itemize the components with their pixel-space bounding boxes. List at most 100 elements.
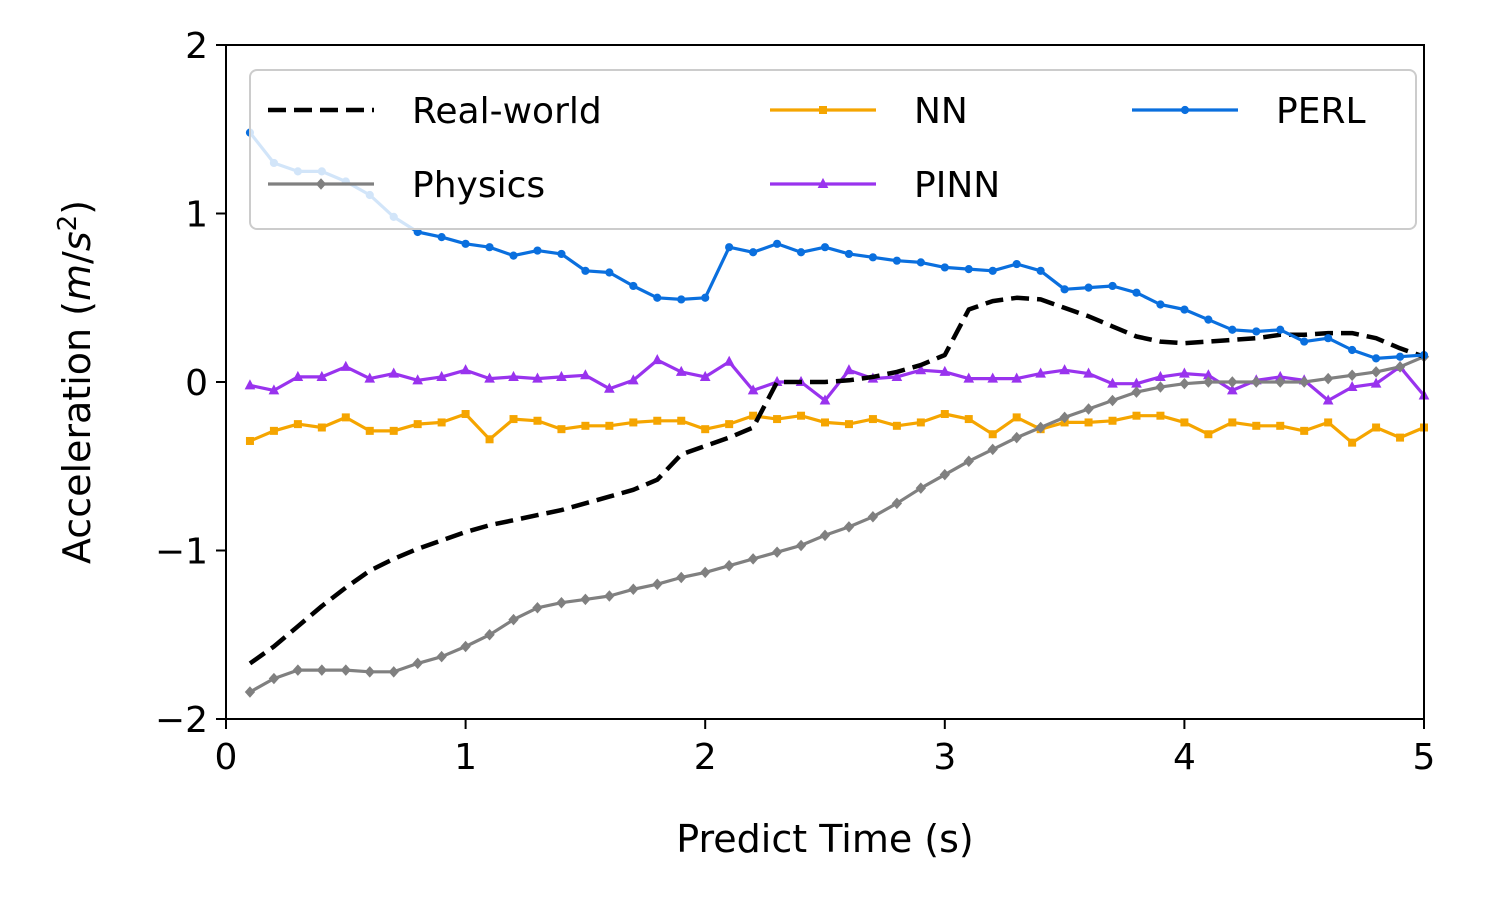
- data-point: [1251, 376, 1262, 388]
- data-point: [509, 251, 518, 260]
- legend-entry: NN: [770, 91, 968, 132]
- data-point: [388, 367, 400, 378]
- data-point: [1084, 283, 1093, 292]
- data-point: [484, 372, 495, 383]
- data-point: [653, 293, 662, 302]
- data-point: [1107, 394, 1118, 407]
- data-point: [1275, 376, 1286, 388]
- legend: Real-world Physics NN PINN PERL: [249, 69, 1417, 230]
- legend-marker: [819, 106, 827, 114]
- data-point: [1395, 352, 1405, 361]
- data-point: [1348, 345, 1357, 355]
- data-point: [1204, 430, 1213, 439]
- data-point: [484, 629, 495, 641]
- data-point: [580, 593, 591, 606]
- y-tick-label: −1: [155, 532, 208, 573]
- data-point: [868, 253, 878, 262]
- data-point: [1322, 372, 1334, 385]
- data-point: [461, 239, 470, 248]
- legend-marker: [817, 177, 829, 188]
- data-point: [364, 372, 376, 383]
- data-point: [773, 415, 782, 424]
- data-point: [749, 248, 758, 257]
- data-point: [700, 566, 711, 579]
- data-point: [605, 268, 614, 277]
- data-point: [388, 666, 399, 678]
- data-point: [819, 529, 831, 542]
- legend-label: PERL: [1276, 91, 1366, 132]
- x-tick-label: 1: [454, 737, 477, 778]
- x-tick-label: 3: [933, 737, 956, 778]
- data-point: [412, 374, 424, 385]
- data-point: [1156, 300, 1165, 309]
- data-point: [916, 258, 925, 267]
- y-tick-label: 2: [185, 26, 208, 67]
- data-point: [916, 418, 925, 427]
- data-point: [939, 468, 950, 481]
- data-point: [316, 370, 328, 381]
- data-point: [1372, 423, 1381, 432]
- x-axis: 0 1 2 3 4 5: [215, 719, 1436, 778]
- data-point: [677, 416, 686, 425]
- data-point: [436, 650, 447, 663]
- series-perl: [245, 128, 1429, 363]
- x-tick-label: 5: [1413, 737, 1436, 778]
- data-point: [723, 355, 735, 366]
- data-point: [1324, 418, 1333, 427]
- y-tick-label: 0: [185, 363, 208, 404]
- data-point: [1179, 367, 1190, 378]
- data-point: [316, 664, 328, 676]
- data-point: [676, 571, 687, 584]
- legend-label: Real-world: [412, 91, 602, 132]
- data-point: [533, 416, 542, 425]
- data-point: [1348, 438, 1357, 447]
- legend-box: [249, 69, 1417, 230]
- data-point: [675, 365, 687, 376]
- legend-entry: PERL: [1132, 91, 1366, 132]
- legend-entry: PINN: [770, 165, 1000, 206]
- data-point: [1276, 325, 1285, 334]
- data-point: [988, 430, 997, 439]
- data-point: [340, 360, 352, 371]
- data-point: [532, 372, 543, 383]
- data-point: [485, 435, 494, 444]
- data-point: [1011, 372, 1023, 383]
- data-point: [1180, 305, 1189, 314]
- data-point: [747, 553, 759, 565]
- data-point: [244, 379, 256, 390]
- y-axis: −2 −1 0 1 2: [155, 26, 226, 741]
- data-point: [1346, 369, 1358, 382]
- data-point: [964, 415, 973, 424]
- data-point: [771, 546, 783, 558]
- data-point: [1300, 337, 1309, 346]
- data-point: [268, 384, 280, 395]
- data-point: [604, 382, 615, 393]
- data-point: [364, 666, 375, 678]
- data-point: [460, 364, 471, 375]
- data-point: [604, 590, 615, 602]
- data-point: [939, 365, 951, 376]
- data-point: [627, 374, 639, 385]
- data-point: [797, 411, 806, 420]
- series-layer: [244, 128, 1430, 698]
- data-point: [341, 413, 350, 422]
- series-real-world: [248, 295, 1425, 666]
- data-point: [1132, 411, 1141, 420]
- series-line: [249, 358, 1426, 403]
- series-line: [248, 131, 1425, 360]
- data-point: [413, 420, 422, 429]
- data-point: [1107, 377, 1118, 388]
- data-point: [701, 425, 710, 434]
- x-tick-label: 0: [215, 737, 238, 778]
- series-nn: [245, 410, 1428, 447]
- y-tick-label: −2: [155, 700, 208, 741]
- data-point: [556, 596, 567, 609]
- data-point: [1180, 418, 1189, 427]
- y-tick-label: 1: [185, 195, 208, 236]
- legend-label: Physics: [412, 165, 545, 206]
- data-point: [1084, 418, 1093, 427]
- data-point: [1059, 411, 1070, 424]
- data-point: [1059, 364, 1070, 375]
- data-point: [820, 243, 830, 252]
